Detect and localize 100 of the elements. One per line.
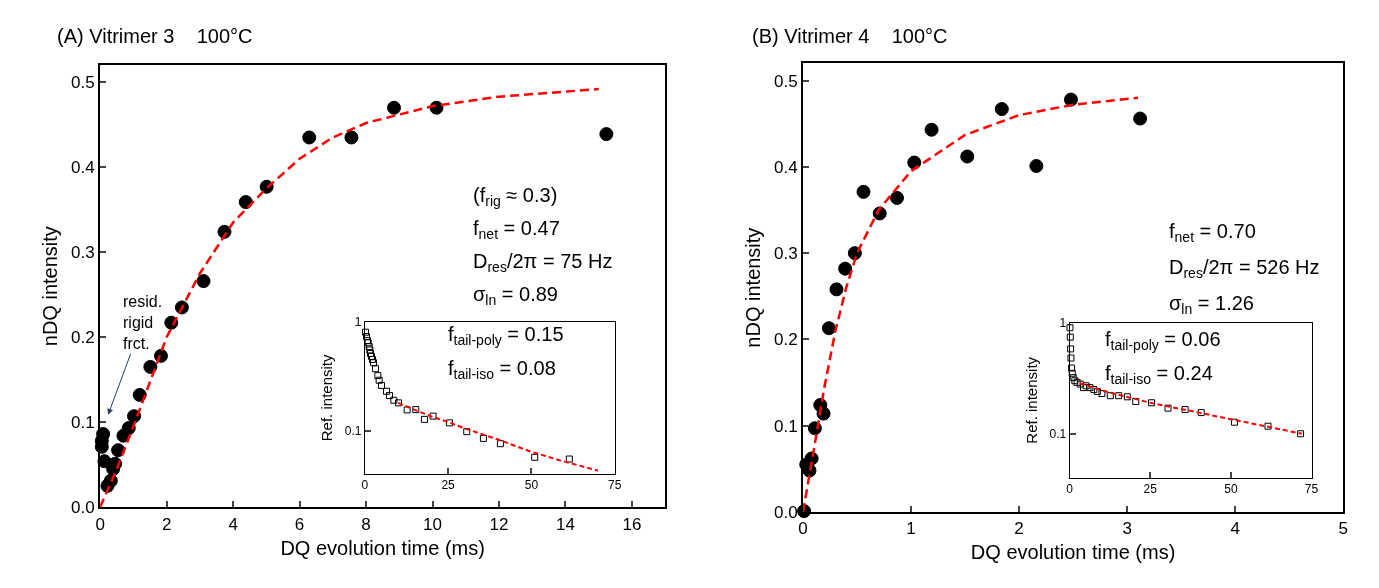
y-axis-title: nDQ intensity xyxy=(39,226,62,347)
annotation: D$_{res}$/2π = 526 Hz xyxy=(1169,256,1320,282)
x-axis-title: DQ evolution time (ms) xyxy=(280,536,485,559)
annotation: f$_{tail-iso}$ = 0.08 xyxy=(448,357,556,383)
point xyxy=(370,359,377,367)
point xyxy=(1090,386,1098,394)
point xyxy=(420,415,428,423)
point xyxy=(362,328,370,336)
y-tick-label: 0.4 xyxy=(773,157,798,177)
x-tick-label: 12 xyxy=(489,514,509,534)
x-axis-title: DQ evolution time (ms) xyxy=(970,541,1176,564)
y-axis-title: Ref. intensity xyxy=(1022,356,1040,444)
point xyxy=(386,100,401,115)
point xyxy=(445,419,453,427)
y-tick-label: 0.1 xyxy=(71,413,95,433)
x-tick-label: 1 xyxy=(906,519,916,539)
point xyxy=(479,434,487,442)
point xyxy=(302,130,317,145)
chart-title: (A) Vitrimer 3 100°C xyxy=(57,25,253,47)
point xyxy=(1068,364,1076,372)
point xyxy=(1106,392,1114,400)
point xyxy=(1133,111,1148,126)
point xyxy=(1297,430,1305,438)
annotation: f$_{net}$ = 0.47 xyxy=(473,217,560,243)
point xyxy=(829,282,844,297)
point xyxy=(403,406,411,414)
y-tick-label: 0.0 xyxy=(71,498,95,518)
point xyxy=(429,412,437,420)
x-tick-label: 6 xyxy=(294,514,305,534)
point xyxy=(1076,380,1084,388)
point xyxy=(390,396,398,404)
x-tick-label: 5 xyxy=(1338,519,1348,539)
x-tick-label: 14 xyxy=(556,514,575,534)
point xyxy=(565,455,573,463)
point xyxy=(369,355,376,363)
point xyxy=(1067,345,1075,353)
x-tick-label: 75 xyxy=(607,478,622,493)
point xyxy=(1068,369,1076,377)
x-tick-label: 16 xyxy=(622,514,642,534)
point xyxy=(1066,333,1074,341)
point xyxy=(394,399,402,407)
y-tick-label: 0.2 xyxy=(71,328,95,348)
point xyxy=(1181,406,1189,414)
y-tick-label: 0.2 xyxy=(773,330,798,350)
point xyxy=(821,321,836,336)
point xyxy=(960,149,975,164)
point xyxy=(366,346,374,354)
x-tick-label: 25 xyxy=(1143,482,1158,497)
x-tick-label: 0 xyxy=(361,478,369,493)
point xyxy=(382,387,390,395)
point xyxy=(1264,422,1272,430)
y-tick-label: 0.5 xyxy=(71,73,95,93)
point xyxy=(1197,409,1205,417)
point xyxy=(1086,384,1094,392)
point xyxy=(531,453,539,461)
point xyxy=(363,333,371,341)
point xyxy=(374,372,382,380)
x-tick-label: 3 xyxy=(1122,519,1132,539)
annotation: f$_{tail-poly}$ = 0.15 xyxy=(448,323,564,349)
point xyxy=(838,261,853,276)
x-tick-label: 0 xyxy=(95,514,105,534)
x-tick-label: 4 xyxy=(1230,519,1240,539)
point xyxy=(1148,399,1156,407)
x-tick-label: 0 xyxy=(798,519,808,539)
x-tick-label: 0 xyxy=(1066,482,1074,497)
x-tick-label: 2 xyxy=(1014,519,1024,539)
annotation: f$_{net}$ = 0.70 xyxy=(1169,220,1256,246)
point xyxy=(496,440,504,448)
point xyxy=(1066,324,1074,332)
x-tick-label: 75 xyxy=(1304,482,1319,497)
annotation: D$_{res}$/2π = 75 Hz xyxy=(473,250,613,276)
point xyxy=(1029,158,1044,173)
point xyxy=(1098,390,1106,398)
y-tick-label: 0.3 xyxy=(773,244,798,264)
annotation: σ$_{ln}$ = 0.89 xyxy=(473,283,558,309)
x-tick-label: 2 xyxy=(161,514,172,534)
point xyxy=(132,387,147,402)
x-tick-label: 8 xyxy=(361,514,371,534)
point xyxy=(1067,354,1075,362)
point xyxy=(375,376,383,384)
x-tick-label: 10 xyxy=(423,514,443,534)
point xyxy=(924,122,939,137)
annotation: f$_{tail-iso}$ = 0.24 xyxy=(1105,362,1213,388)
y-tick-label: 0.0 xyxy=(773,502,798,522)
point xyxy=(463,428,471,436)
point xyxy=(599,127,614,142)
annotation: (f$_{rig}$ ≈ 0.3) xyxy=(473,184,558,210)
point xyxy=(994,102,1009,117)
x-tick-label: 50 xyxy=(1224,482,1238,497)
x-tick-label: 4 xyxy=(228,514,238,534)
chart-title: (B) Vitrimer 4 100°C xyxy=(752,25,948,47)
y-tick-label: 0.1 xyxy=(344,423,362,438)
point xyxy=(1069,374,1077,382)
y-tick-label: 0.5 xyxy=(773,71,798,91)
x-tick-label: 25 xyxy=(441,478,456,493)
point xyxy=(143,359,158,374)
point xyxy=(1115,392,1123,400)
point xyxy=(365,343,373,351)
point xyxy=(412,406,420,414)
y-tick-label: 0.3 xyxy=(71,243,95,263)
